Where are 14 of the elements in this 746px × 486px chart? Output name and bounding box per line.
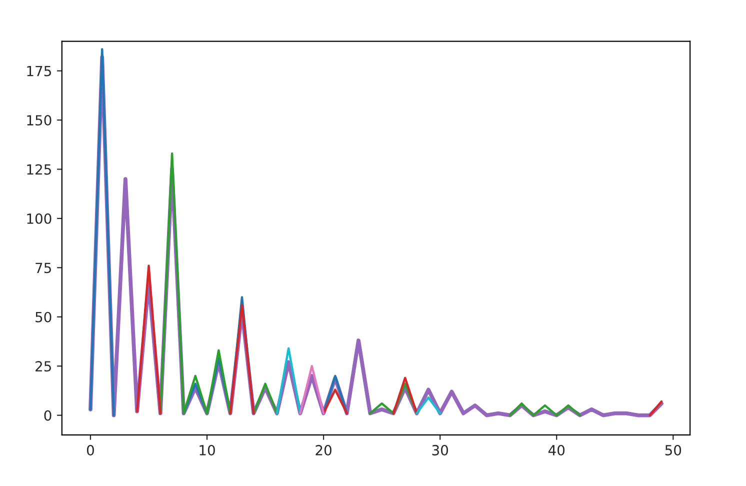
y-tick-label: 150 — [27, 115, 52, 126]
x-tick-label: 10 — [200, 444, 215, 456]
x-tick-label: 30 — [432, 444, 448, 456]
x-tick-label: 40 — [548, 444, 565, 456]
x-tick-label: 0 — [86, 444, 94, 456]
y-tick-label: 100 — [27, 213, 52, 224]
y-tick-label: 125 — [27, 164, 51, 175]
y-tick-label: 25 — [36, 361, 51, 372]
y-tick-label: 50 — [36, 312, 52, 322]
y-tick-label: 0 — [44, 410, 52, 421]
y-tick-label: 75 — [36, 262, 51, 274]
y-tick-label: 175 — [27, 66, 51, 76]
x-tick-label: 50 — [665, 444, 682, 456]
x-tick-label: 20 — [316, 444, 332, 456]
